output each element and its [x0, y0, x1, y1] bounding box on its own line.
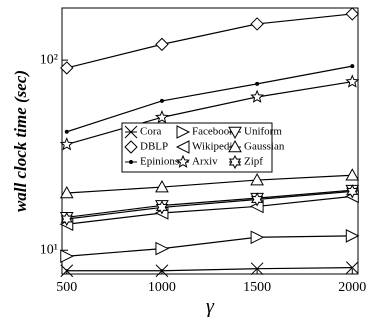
series-line	[66, 190, 353, 220]
x-tick-label: 2000	[338, 280, 366, 295]
legend-label: Uniform	[244, 126, 282, 138]
marker	[155, 37, 169, 52]
marker	[345, 261, 359, 274]
legend-label: Cora	[140, 126, 162, 138]
legend-label: Wikipedia	[192, 141, 237, 153]
marker	[64, 129, 69, 134]
series-line	[66, 235, 353, 257]
marker	[129, 160, 133, 164]
marker	[60, 211, 73, 227]
marker	[124, 125, 138, 139]
series-line	[66, 174, 353, 194]
marker	[250, 173, 264, 186]
series-line	[66, 13, 353, 69]
marker	[250, 17, 264, 31]
marker	[255, 81, 260, 86]
marker	[60, 61, 74, 75]
legend-label: DBLP	[140, 141, 168, 153]
marker	[250, 89, 265, 103]
marker	[155, 180, 169, 193]
marker	[176, 125, 191, 139]
marker	[60, 264, 74, 278]
marker	[60, 249, 74, 264]
marker	[59, 137, 74, 151]
marker	[155, 200, 169, 215]
marker	[228, 154, 242, 170]
marker	[345, 74, 360, 88]
plot-frame	[61, 7, 359, 275]
marker	[346, 184, 359, 199]
marker	[175, 140, 190, 154]
legend-box	[121, 122, 273, 173]
marker	[176, 154, 190, 168]
marker	[124, 140, 138, 154]
marker	[59, 185, 74, 199]
y-tick-label: 10¹	[40, 242, 58, 257]
legend-label: Zipf	[244, 156, 263, 168]
marker	[250, 192, 264, 207]
marker	[345, 168, 360, 181]
x-tick-label: 500	[56, 280, 77, 295]
marker	[350, 64, 355, 69]
marker	[345, 229, 360, 243]
x-axis-label: γ	[206, 296, 215, 318]
marker	[228, 139, 242, 153]
marker	[345, 7, 359, 21]
marker	[228, 126, 242, 140]
y-axis-label: wall clock time (sec)	[11, 70, 30, 212]
marker	[159, 98, 164, 103]
marker	[155, 264, 169, 278]
legend-label: Arxiv	[192, 156, 218, 168]
x-tick-label: 1000	[148, 280, 176, 295]
legend-label: Epinions	[140, 156, 179, 168]
x-tick-label: 1500	[243, 280, 271, 295]
series-line	[66, 81, 353, 146]
y-tick-label: 10²	[40, 52, 58, 67]
marker	[250, 262, 264, 276]
series-line	[66, 65, 353, 133]
marker	[250, 230, 265, 245]
marker	[154, 110, 169, 124]
marker	[155, 241, 170, 256]
series-line	[66, 195, 353, 225]
legend-label: Facebook	[192, 126, 235, 138]
legend-label: Gaussian	[244, 141, 285, 153]
series-line	[66, 267, 353, 272]
series-line	[66, 189, 353, 218]
